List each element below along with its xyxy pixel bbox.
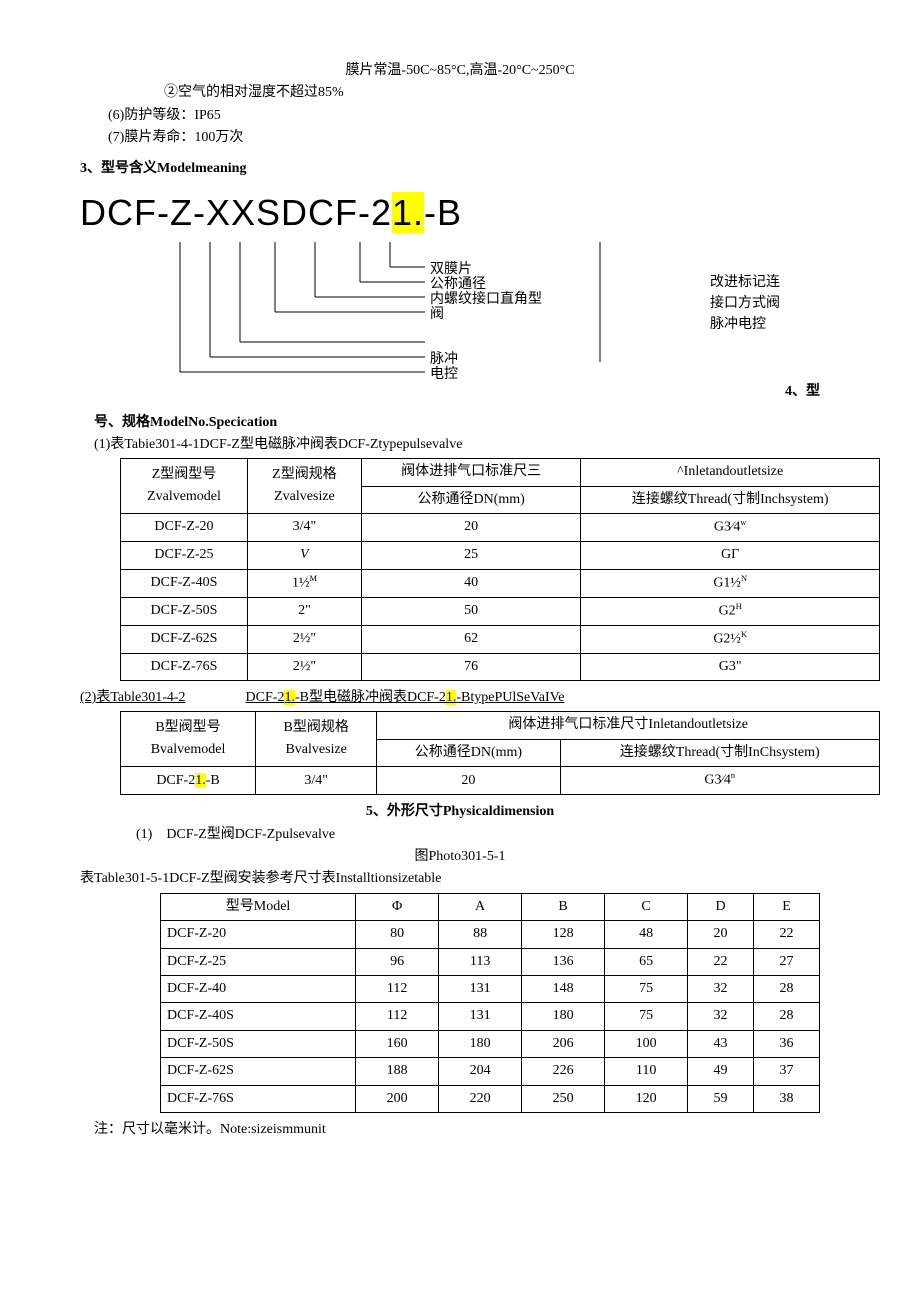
- table-row: DCF-Z-203/4"20G3⁄4w: [121, 514, 880, 542]
- t2-dn: 20: [377, 767, 560, 795]
- t1-h-dn: 公称通径DN(mm): [361, 486, 580, 513]
- diag-label-c: 内螺纹接口直角型: [430, 289, 542, 311]
- spec-temp-line: 膜片常温-50C~85°C,高温-20°C~250°C: [80, 60, 840, 82]
- model-code: DCF-Z-XXSDCF-21.-B: [80, 184, 840, 242]
- footnote: 注：尺寸以毫米计。Note:sizeismmunit: [94, 1119, 840, 1141]
- spec-life-line: (7)膜片寿命：100万次: [108, 127, 840, 149]
- section-5-photo: 图Photo301-5-1: [80, 846, 840, 868]
- table2-caption: (2)表Table301-4-2DCF-21.-B型电磁脉冲阀表DCF-21.-…: [80, 687, 840, 709]
- t2-h-model: B型阀型号 Bvalvemodel: [121, 712, 256, 767]
- t2-size: 3/4": [256, 767, 377, 795]
- right-note-2: 接口方式阀: [710, 293, 780, 314]
- t2-model: DCF-21.-B: [121, 767, 256, 795]
- model-code-prefix: DCF-Z-XXSDCF-2: [80, 192, 392, 233]
- model-code-highlight: 1.: [392, 192, 424, 233]
- model-code-suffix: -B: [424, 192, 462, 233]
- section-4-prefix: 4、型: [785, 381, 820, 403]
- table-row: DCF-Z-2596113136652227: [161, 948, 820, 975]
- table-b-valve: B型阀型号 Bvalvemodel B型阀规格 Bvalvesize 阀体进排气…: [120, 711, 880, 795]
- t1-h-dn-top: 阀体进排气口标准尺三: [361, 459, 580, 486]
- section-5-sub: (1) DCF-Z型阀DCF-Zpulsevalve: [136, 824, 840, 846]
- table3-caption: 表Table301-5-1DCF-Z型阀安装参考尺寸表Installtionsi…: [80, 868, 840, 890]
- table-row: DCF-Z-40S1½M40G1½N: [121, 569, 880, 597]
- section-5-title: 5、外形尺寸Physicaldimension: [80, 801, 840, 823]
- table-row: DCF-Z-25V25GΓ: [121, 542, 880, 569]
- table-row: DCF-Z-76S2½"76G3": [121, 653, 880, 680]
- right-note-3: 脉冲电控: [710, 314, 780, 335]
- table-dimensions: 型号ModelΦABCDE DCF-Z-208088128482022DCF-Z…: [160, 893, 820, 1113]
- t1-h-thread: 连接螺纹Thread(寸制Inchsystem): [581, 486, 880, 513]
- table-row: DCF-Z-50S2"50G2H: [121, 597, 880, 625]
- table-row: DCF-Z-62S2½"62G2½K: [121, 625, 880, 653]
- table1-caption: (1)表Tabie301-4-1DCF-Z型电磁脉冲阀表DCF-Ztypepul…: [94, 434, 840, 456]
- diag-label-f: 电控: [430, 364, 458, 386]
- t2-h-size: B型阀规格 Bvalvesize: [256, 712, 377, 767]
- t2-row: DCF-21.-B 3/4" 20 G3⁄4n: [121, 767, 880, 795]
- spec-ip-line: (6)防护等级：IP65: [108, 105, 840, 127]
- section-4-title: 号、规格ModelNo.Specication: [94, 412, 840, 434]
- table-row: DCF-Z-40112131148753228: [161, 976, 820, 1003]
- table-row: DCF-Z-76S2002202501205938: [161, 1085, 820, 1112]
- t2-thread: G3⁄4n: [560, 767, 880, 795]
- diag-right-note: 改进标记连 接口方式阀 脉冲电控: [710, 272, 780, 335]
- t2-h-thread: 连接螺纹Thread(寸制InChsystem): [560, 739, 880, 766]
- right-note-1: 改进标记连: [710, 272, 780, 293]
- table-z-valve: Z型阀型号 Zvalvemodel Z型阀规格 Zvalvesize 阀体进排气…: [120, 458, 880, 681]
- table-row: DCF-Z-40S112131180753228: [161, 1003, 820, 1030]
- table-row: DCF-Z-50S1601802061004336: [161, 1030, 820, 1057]
- table-row: DCF-Z-62S1882042261104937: [161, 1058, 820, 1085]
- t2-h-dn: 公称通径DN(mm): [377, 739, 560, 766]
- spec-humidity-line: ②空气的相对湿度不超过85%: [164, 82, 840, 104]
- t1-h-size: Z型阀规格 Zvalvesize: [247, 459, 361, 514]
- table-row: DCF-Z-208088128482022: [161, 921, 820, 948]
- section-3-title: 3、型号含义Modelmeaning: [80, 158, 840, 180]
- model-diagram: 双膜片 公称通径 内螺纹接口直角型 阀 脉冲 电控 改进标记连 接口方式阀 脉冲…: [80, 242, 840, 402]
- t2-h-top: 阀体进排气口标准尺寸Inletandoutletsize: [377, 712, 880, 739]
- t1-h-thread-top: ^Inletandoutletsize: [581, 459, 880, 486]
- t1-h-model: Z型阀型号 Zvalvemodel: [121, 459, 248, 514]
- diag-label-d: 阀: [430, 304, 444, 326]
